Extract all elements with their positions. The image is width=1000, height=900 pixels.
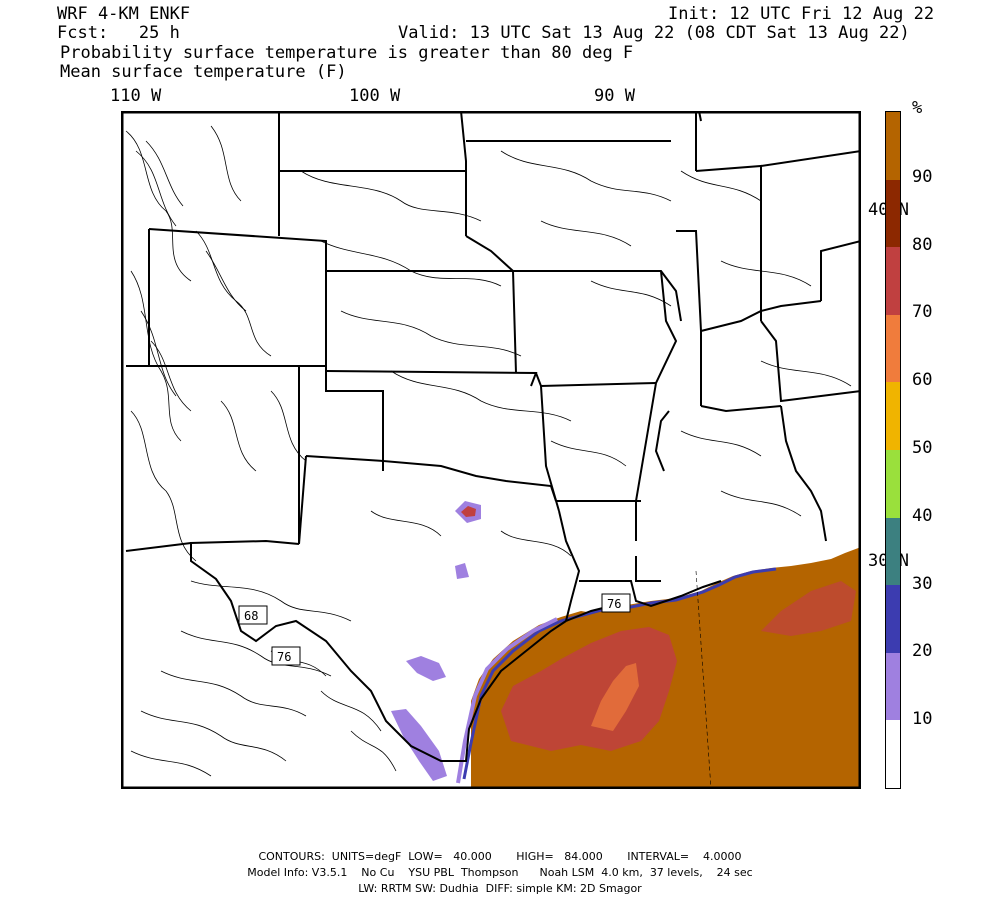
gulf-probability-80-east (761, 581, 856, 636)
forecast-hour: Fcst: 25 h (57, 23, 180, 43)
colorbar-tick-label: 90 (912, 166, 933, 187)
field-title-probability: Probability surface temperature is great… (60, 43, 634, 63)
colorbar-segment (886, 314, 900, 383)
colorbar-tick-label: 30 (912, 573, 933, 594)
field-title-mean-temp: Mean surface temperature (F) (60, 62, 347, 82)
state-boundaries (125, 111, 861, 762)
contour-label-76-west-text: 76 (277, 650, 291, 664)
colorbar-tick-label: 20 (912, 641, 933, 662)
lon-label-90w: 90 W (594, 86, 635, 106)
colorbar-segment (886, 450, 900, 518)
valid-time: Valid: 13 UTC Sat 13 Aug 22 (08 CDT Sat … (398, 23, 910, 43)
colorbar-segment (886, 720, 900, 788)
lon-label-110w: 110 W (110, 86, 162, 106)
contour-label-76-east-text: 76 (607, 597, 621, 611)
gulf-probability-80 (501, 627, 677, 751)
dallas-probability-core (461, 506, 476, 517)
model-title: WRF 4-KM ENKF (57, 4, 191, 24)
colorbar-segment (886, 585, 900, 653)
contour-label-68: 68 (238, 605, 268, 625)
forecast-map: 68 76 76 (121, 111, 861, 789)
central-texas-probability-patch (455, 563, 469, 579)
contour-label-76-west: 76 (271, 646, 301, 666)
contour-label-76-east: 76 (601, 593, 631, 613)
init-time: Init: 12 UTC Fri 12 Aug 22 (668, 4, 935, 24)
west-texas-probability-patch (391, 709, 447, 781)
colorbar-tick-label: 60 (912, 370, 933, 391)
footer-contours: CONTOURS: UNITS=degF LOW= 40.000 HIGH= 8… (258, 850, 742, 863)
colorbar (885, 111, 901, 789)
coastal-probability-band-outer (456, 617, 558, 784)
colorbar-segment (886, 382, 900, 451)
contour-label-68-text: 68 (244, 609, 258, 623)
colorbar-segment (886, 179, 900, 248)
colorbar-tick-label: 10 (912, 709, 933, 730)
map-frame (121, 111, 861, 789)
colorbar-tick-label: 80 (912, 234, 933, 255)
colorbar-segment (886, 112, 900, 180)
gulf-probability-70 (591, 663, 639, 731)
south-texas-probability-patch (406, 656, 446, 681)
colorbar-segment (886, 247, 900, 315)
footer-model-info: Model Info: V3.5.1 No Cu YSU PBL Thompso… (247, 866, 753, 879)
colorbar-segment (886, 652, 900, 721)
footer-physics: LW: RRTM SW: Dudhia DIFF: simple KM: 2D … (358, 882, 642, 895)
colorbar-tick-label: 40 (912, 505, 933, 526)
gulf-offshore-line (695, 570, 712, 789)
colorbar-segment (886, 517, 900, 586)
lon-label-100w: 100 W (349, 86, 401, 106)
colorbar-tick-label: 50 (912, 438, 933, 458)
colorbar-unit: % (912, 98, 923, 118)
colorbar-tick-label: 70 (912, 302, 933, 323)
